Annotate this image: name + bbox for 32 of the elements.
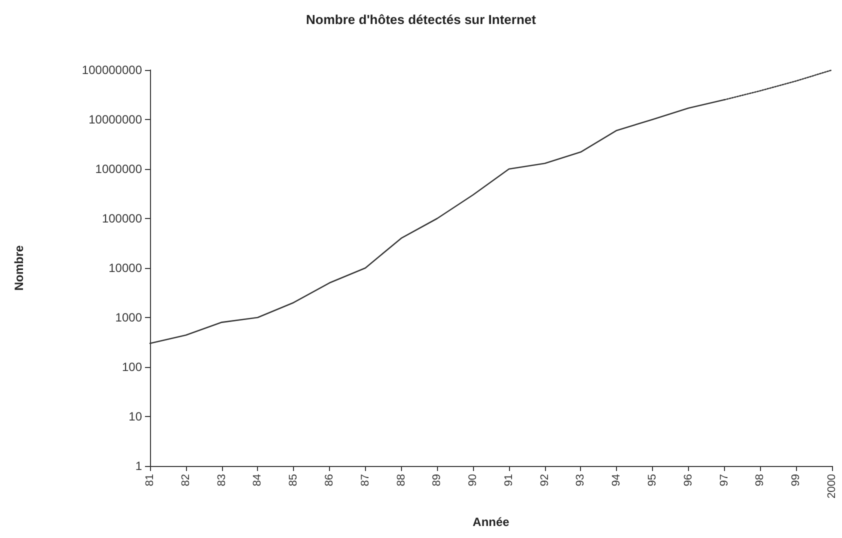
y-tick-label: 100000 (102, 212, 142, 226)
x-tick-label: 88 (395, 474, 408, 486)
x-tick-label: 81 (144, 474, 156, 486)
x-tick-label: 83 (216, 474, 228, 486)
y-tick-label: 1000 (115, 310, 142, 324)
x-tick-label: 87 (359, 474, 372, 486)
y-tick-label: 100000000 (82, 63, 142, 77)
y-tick-label: 10000000 (88, 112, 142, 126)
x-tick-label: 97 (718, 474, 730, 486)
x-tick-label: 85 (288, 474, 300, 486)
y-axis-title: Nombre (12, 245, 26, 291)
y-tick-label: 100 (122, 360, 142, 374)
x-tick-label: 91 (502, 474, 515, 486)
x-tick-label: 96 (682, 474, 694, 486)
x-tick-label: 93 (574, 474, 587, 486)
x-axis-title: Année (472, 515, 510, 529)
x-tick-label: 82 (180, 474, 192, 486)
x-tick-label: 84 (252, 474, 264, 486)
x-tick-label: 90 (467, 474, 480, 486)
x-tick-label: 94 (610, 474, 623, 486)
y-tick-label: 1000000 (95, 162, 142, 176)
x-tick-label: 92 (538, 474, 551, 486)
y-tick-label: 10000 (108, 261, 142, 275)
chart-title: Nombre d'hôtes détectés sur Internet (306, 12, 537, 27)
y-tick-label: 10 (128, 410, 142, 424)
x-tick-label: 95 (646, 474, 659, 486)
y-tick-label: 1 (135, 459, 142, 473)
x-tick-label: 2000 (826, 474, 838, 498)
x-tick-label: 99 (790, 474, 802, 486)
x-tick-label: 89 (431, 474, 444, 486)
x-tick-label: 86 (323, 474, 336, 486)
x-tick-label: 98 (754, 474, 766, 486)
